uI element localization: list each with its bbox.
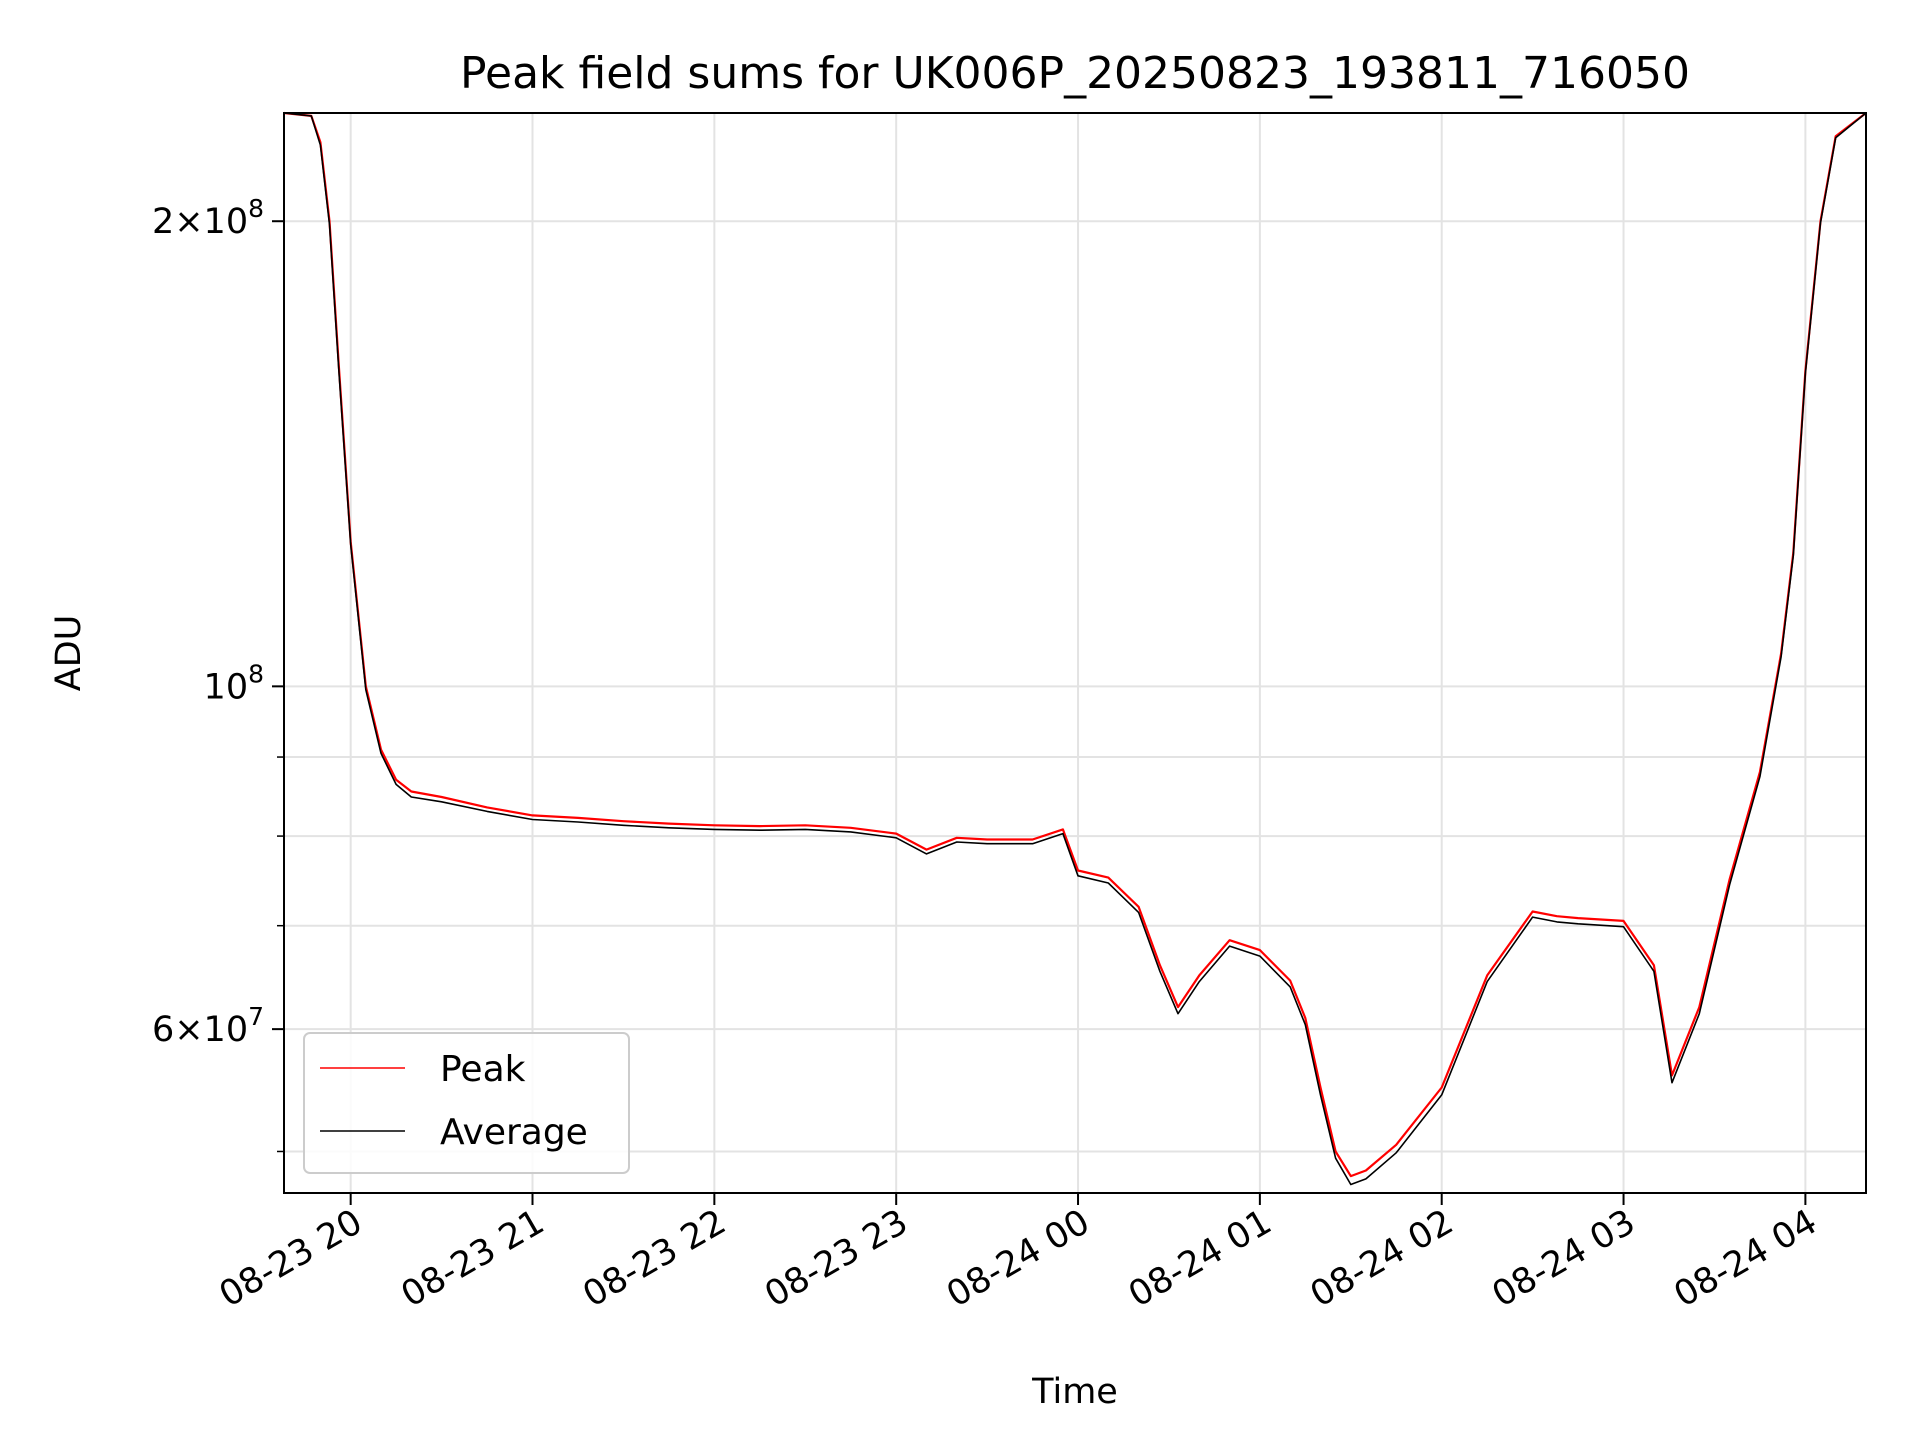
legend-label-peak: Peak xyxy=(440,1049,526,1090)
series-line-average xyxy=(283,112,1867,1186)
y-tick-label: 2×108 xyxy=(152,194,264,242)
y-axis-label: ADU xyxy=(49,615,89,692)
grid xyxy=(284,113,1866,1193)
legend: Peak Average xyxy=(303,1032,630,1174)
y-tick-label: 6×107 xyxy=(152,1002,264,1050)
chart-title: Peak field sums for UK006P_20250823_1938… xyxy=(460,48,1690,99)
plot-frame xyxy=(283,112,1867,1194)
x-axis-label: Time xyxy=(1031,1372,1118,1412)
series-layer xyxy=(283,111,1867,1186)
legend-label-average: Average xyxy=(440,1112,588,1153)
y-tick-label: 108 xyxy=(204,659,264,707)
series-line-peak xyxy=(283,111,1867,1178)
